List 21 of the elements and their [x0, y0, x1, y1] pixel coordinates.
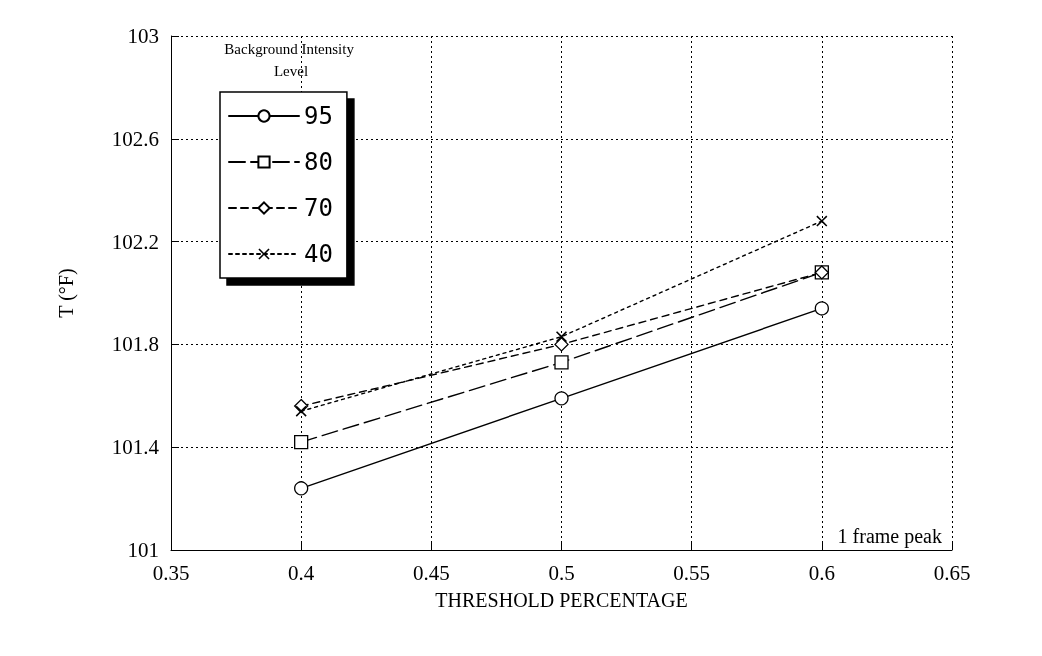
- x-tick-label: 0.65: [933, 560, 971, 585]
- annotation: 1 frame peak: [837, 525, 943, 548]
- y-tick-label: 102.6: [111, 126, 159, 151]
- x-tick-label: 0.5: [548, 560, 575, 585]
- x-tick-label: 0.4: [288, 560, 315, 585]
- x-tick-label: 0.35: [152, 560, 190, 585]
- legend-label: 80: [304, 148, 333, 176]
- y-tick-label: 101: [127, 538, 159, 562]
- y-tick-label: 101.8: [111, 332, 159, 357]
- y-tick-label: 102.2: [111, 229, 159, 254]
- y-axis-title: T (°F): [55, 268, 78, 318]
- x-tick-label: 0.55: [673, 560, 711, 585]
- legend-label: 95: [304, 102, 333, 130]
- x-tick-label: 0.45: [412, 560, 450, 585]
- legend-label: 70: [304, 194, 333, 222]
- x-axis-title: THRESHOLD PERCENTAGE: [435, 589, 688, 611]
- y-tick-label: 101.4: [111, 435, 160, 460]
- legend-label: 40: [304, 240, 333, 268]
- x-tick-label: 0.6: [808, 560, 835, 585]
- legend-title: Background Intensity Level: [224, 41, 358, 79]
- y-tick-label: 103: [127, 24, 159, 48]
